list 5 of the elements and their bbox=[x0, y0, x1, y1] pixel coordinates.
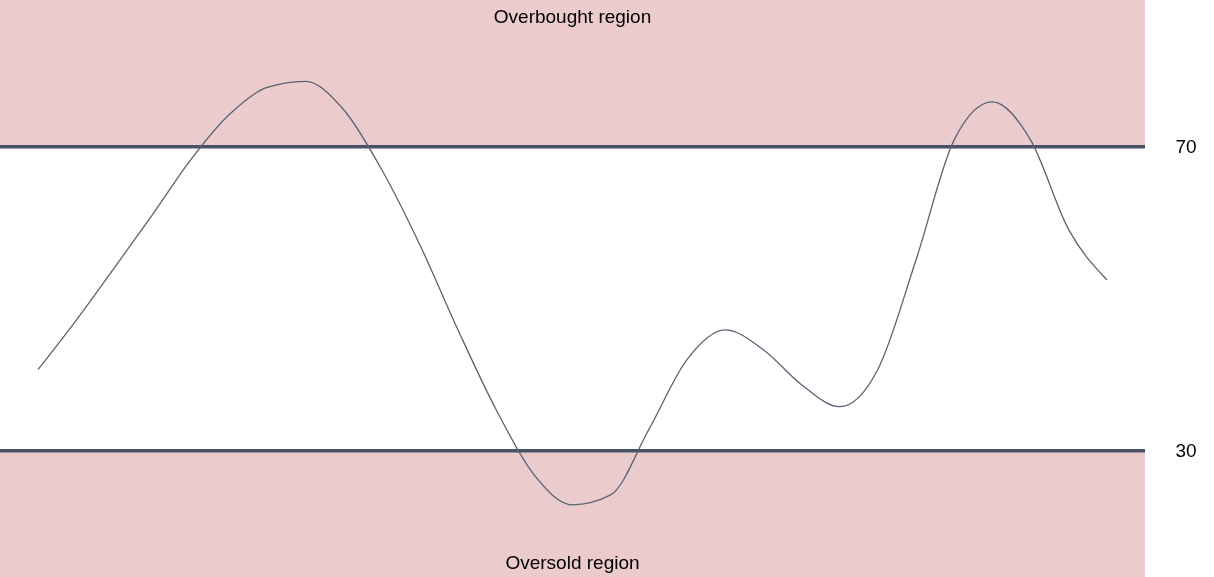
line-series bbox=[37, 80, 1108, 506]
y-tick-label: 70 bbox=[1175, 136, 1197, 158]
band-label: Overbought region bbox=[493, 6, 652, 27]
y-tick-label: 30 bbox=[1175, 440, 1197, 462]
band-label: Oversold region bbox=[505, 552, 640, 573]
